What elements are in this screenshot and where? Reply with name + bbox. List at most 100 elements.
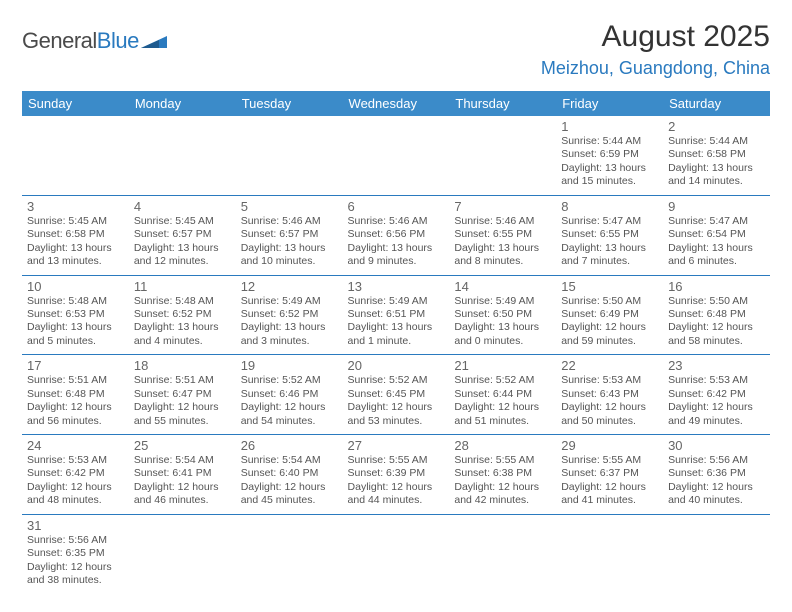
title-block: August 2025 Meizhou, Guangdong, China [541,20,770,79]
day-number: 14 [454,279,551,294]
calendar-day-cell: 6Sunrise: 5:46 AMSunset: 6:56 PMDaylight… [343,195,450,275]
calendar-day-cell [556,514,663,593]
daylight-text: Daylight: 13 hours and 12 minutes. [134,242,231,269]
calendar-day-cell [129,514,236,593]
daylight-text: Daylight: 12 hours and 46 minutes. [134,481,231,508]
day-number: 1 [561,119,658,134]
calendar-day-cell: 22Sunrise: 5:53 AMSunset: 6:43 PMDayligh… [556,355,663,435]
calendar-day-cell: 20Sunrise: 5:52 AMSunset: 6:45 PMDayligh… [343,355,450,435]
logo-text: GeneralBlue [22,28,139,54]
daylight-text: Daylight: 13 hours and 0 minutes. [454,321,551,348]
day-info: Sunrise: 5:48 AMSunset: 6:52 PMDaylight:… [134,295,231,349]
daylight-text: Daylight: 13 hours and 10 minutes. [241,242,338,269]
calendar-body: 1Sunrise: 5:44 AMSunset: 6:59 PMDaylight… [22,116,770,594]
day-number: 12 [241,279,338,294]
sunrise-text: Sunrise: 5:44 AM [561,135,658,148]
sunrise-text: Sunrise: 5:46 AM [454,215,551,228]
sunset-text: Sunset: 6:51 PM [348,308,445,321]
sunrise-text: Sunrise: 5:44 AM [668,135,765,148]
sunset-text: Sunset: 6:52 PM [134,308,231,321]
sunrise-text: Sunrise: 5:56 AM [668,454,765,467]
calendar-week-row: 3Sunrise: 5:45 AMSunset: 6:58 PMDaylight… [22,195,770,275]
sunset-text: Sunset: 6:38 PM [454,467,551,480]
day-number: 23 [668,358,765,373]
daylight-text: Daylight: 13 hours and 3 minutes. [241,321,338,348]
daylight-text: Daylight: 12 hours and 55 minutes. [134,401,231,428]
daylight-text: Daylight: 12 hours and 41 minutes. [561,481,658,508]
sunrise-text: Sunrise: 5:51 AM [27,374,124,387]
calendar-day-cell: 27Sunrise: 5:55 AMSunset: 6:39 PMDayligh… [343,435,450,515]
day-number: 15 [561,279,658,294]
weekday-header: Wednesday [343,91,450,116]
weekday-header: Monday [129,91,236,116]
day-number: 21 [454,358,551,373]
calendar-day-cell [449,116,556,195]
sunrise-text: Sunrise: 5:48 AM [27,295,124,308]
day-info: Sunrise: 5:56 AMSunset: 6:35 PMDaylight:… [27,534,124,588]
day-number: 16 [668,279,765,294]
calendar-day-cell [236,514,343,593]
sunset-text: Sunset: 6:56 PM [348,228,445,241]
calendar-day-cell: 24Sunrise: 5:53 AMSunset: 6:42 PMDayligh… [22,435,129,515]
sunset-text: Sunset: 6:58 PM [668,148,765,161]
calendar-day-cell: 18Sunrise: 5:51 AMSunset: 6:47 PMDayligh… [129,355,236,435]
sunrise-text: Sunrise: 5:47 AM [561,215,658,228]
calendar-day-cell: 7Sunrise: 5:46 AMSunset: 6:55 PMDaylight… [449,195,556,275]
calendar-day-cell: 5Sunrise: 5:46 AMSunset: 6:57 PMDaylight… [236,195,343,275]
daylight-text: Daylight: 13 hours and 1 minute. [348,321,445,348]
daylight-text: Daylight: 13 hours and 5 minutes. [27,321,124,348]
day-info: Sunrise: 5:45 AMSunset: 6:57 PMDaylight:… [134,215,231,269]
day-info: Sunrise: 5:55 AMSunset: 6:39 PMDaylight:… [348,454,445,508]
sunrise-text: Sunrise: 5:46 AM [348,215,445,228]
calendar-day-cell: 12Sunrise: 5:49 AMSunset: 6:52 PMDayligh… [236,275,343,355]
calendar-day-cell: 14Sunrise: 5:49 AMSunset: 6:50 PMDayligh… [449,275,556,355]
calendar-day-cell: 17Sunrise: 5:51 AMSunset: 6:48 PMDayligh… [22,355,129,435]
calendar-day-cell [22,116,129,195]
day-number: 25 [134,438,231,453]
sunrise-text: Sunrise: 5:52 AM [348,374,445,387]
sunrise-text: Sunrise: 5:50 AM [668,295,765,308]
calendar-day-cell [449,514,556,593]
day-number: 18 [134,358,231,373]
weekday-header: Friday [556,91,663,116]
sunset-text: Sunset: 6:42 PM [27,467,124,480]
month-title: August 2025 [541,20,770,54]
sunset-text: Sunset: 6:45 PM [348,388,445,401]
day-info: Sunrise: 5:54 AMSunset: 6:41 PMDaylight:… [134,454,231,508]
daylight-text: Daylight: 13 hours and 4 minutes. [134,321,231,348]
sunrise-text: Sunrise: 5:54 AM [241,454,338,467]
sunset-text: Sunset: 6:59 PM [561,148,658,161]
daylight-text: Daylight: 12 hours and 48 minutes. [27,481,124,508]
calendar-day-cell: 15Sunrise: 5:50 AMSunset: 6:49 PMDayligh… [556,275,663,355]
calendar-day-cell [343,514,450,593]
sunset-text: Sunset: 6:47 PM [134,388,231,401]
weekday-header: Thursday [449,91,556,116]
location: Meizhou, Guangdong, China [541,58,770,79]
calendar-week-row: 1Sunrise: 5:44 AMSunset: 6:59 PMDaylight… [22,116,770,195]
daylight-text: Daylight: 12 hours and 42 minutes. [454,481,551,508]
daylight-text: Daylight: 13 hours and 8 minutes. [454,242,551,269]
sunset-text: Sunset: 6:58 PM [27,228,124,241]
sunset-text: Sunset: 6:57 PM [241,228,338,241]
day-info: Sunrise: 5:48 AMSunset: 6:53 PMDaylight:… [27,295,124,349]
weekday-header: Tuesday [236,91,343,116]
calendar-day-cell: 23Sunrise: 5:53 AMSunset: 6:42 PMDayligh… [663,355,770,435]
daylight-text: Daylight: 13 hours and 15 minutes. [561,162,658,189]
sunset-text: Sunset: 6:43 PM [561,388,658,401]
sunset-text: Sunset: 6:36 PM [668,467,765,480]
day-number: 7 [454,199,551,214]
day-info: Sunrise: 5:52 AMSunset: 6:44 PMDaylight:… [454,374,551,428]
sunset-text: Sunset: 6:48 PM [27,388,124,401]
daylight-text: Daylight: 12 hours and 59 minutes. [561,321,658,348]
daylight-text: Daylight: 12 hours and 54 minutes. [241,401,338,428]
day-info: Sunrise: 5:53 AMSunset: 6:42 PMDaylight:… [27,454,124,508]
sunset-text: Sunset: 6:35 PM [27,547,124,560]
day-info: Sunrise: 5:49 AMSunset: 6:51 PMDaylight:… [348,295,445,349]
calendar-day-cell: 13Sunrise: 5:49 AMSunset: 6:51 PMDayligh… [343,275,450,355]
day-number: 28 [454,438,551,453]
day-number: 4 [134,199,231,214]
daylight-text: Daylight: 13 hours and 14 minutes. [668,162,765,189]
sunrise-text: Sunrise: 5:55 AM [348,454,445,467]
daylight-text: Daylight: 12 hours and 51 minutes. [454,401,551,428]
sunrise-text: Sunrise: 5:51 AM [134,374,231,387]
